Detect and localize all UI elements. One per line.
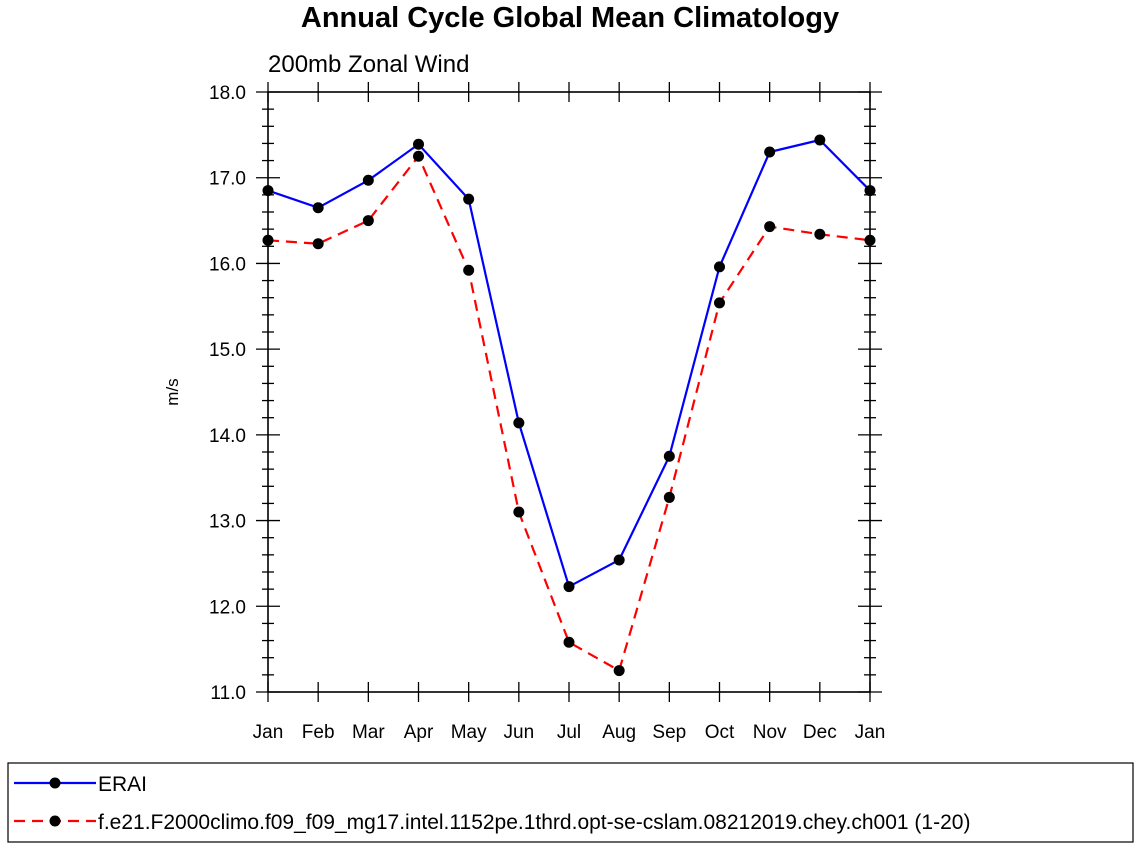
x-tick-label: Aug <box>602 722 636 743</box>
series-2-point <box>764 221 776 233</box>
y-tick-label: 15.0 <box>209 340 246 361</box>
x-tick-label: Jul <box>557 722 581 743</box>
legend-marker-2 <box>49 815 61 827</box>
x-tick-label: May <box>451 722 487 743</box>
series-1-point <box>362 174 374 186</box>
y-tick-label: 18.0 <box>209 83 246 104</box>
legend-label-2: f.e21.F2000climo.f09_f09_mg17.intel.1152… <box>98 811 970 834</box>
y-tick-label: 11.0 <box>210 683 246 704</box>
series-1-point <box>563 581 575 593</box>
series-2-point <box>663 491 675 503</box>
series-2-point <box>714 297 725 309</box>
x-tick-label: Apr <box>404 722 434 743</box>
series-1-point <box>463 193 475 205</box>
x-tick-label: Sep <box>652 722 686 743</box>
series-2-point <box>814 228 826 240</box>
y-tick-label: 14.0 <box>209 426 246 447</box>
y-tick-label: 13.0 <box>209 512 246 533</box>
x-tick-label: Jan <box>253 722 284 743</box>
series-1-point <box>663 450 675 462</box>
series-line-2 <box>267 154 871 673</box>
legend-label-1: ERAI <box>98 773 147 796</box>
series-2-point <box>413 150 424 162</box>
legend-box <box>7 762 1134 843</box>
series-1-point <box>613 554 625 566</box>
x-tick-label: Feb <box>302 722 335 743</box>
series-2-point <box>513 506 525 518</box>
plot-area: 11.0 12.0 13.0 14.0 15.0 16.0 17.0 18.0 Jan Feb Ma… <box>209 82 885 743</box>
series-1-point <box>312 202 324 214</box>
series-1-point <box>864 185 876 197</box>
series-1-point <box>513 417 525 429</box>
chart-title: Annual Cycle Global Mean Climatology <box>301 2 839 34</box>
series-line-1 <box>267 138 871 589</box>
legend: ERAI f.e21.F2000climo.f09_f09_mg17.intel.… <box>7 762 1134 843</box>
series-1-point <box>714 261 725 273</box>
y-tick-label: 17.0 <box>209 169 246 190</box>
plot-frame <box>267 91 871 693</box>
x-tick-label: Jan <box>855 722 886 743</box>
y-tick-label: 12.0 <box>209 597 246 618</box>
series-2-point <box>312 238 324 250</box>
series-2-point <box>463 264 475 276</box>
y-axis-label: m/s <box>163 378 182 405</box>
x-tick-label: Nov <box>753 722 787 743</box>
series-1-point <box>413 138 424 150</box>
series-1-point <box>764 146 776 158</box>
series-2-point <box>362 215 374 227</box>
series-2-point <box>613 665 625 677</box>
y-tick-label: 16.0 <box>209 254 246 275</box>
legend-marker-1 <box>49 777 61 789</box>
series-1-point <box>262 185 274 197</box>
x-tick-label: Mar <box>352 722 385 743</box>
series-2-point <box>563 636 575 648</box>
series-2-point <box>262 234 274 246</box>
series-2-point <box>864 234 876 246</box>
x-tick-label: Oct <box>705 722 735 743</box>
chart-subtitle: 200mb Zonal Wind <box>268 51 469 78</box>
x-tick-label: Jun <box>504 722 535 743</box>
x-tick-label: Dec <box>803 722 837 743</box>
series-1-point <box>814 134 826 146</box>
